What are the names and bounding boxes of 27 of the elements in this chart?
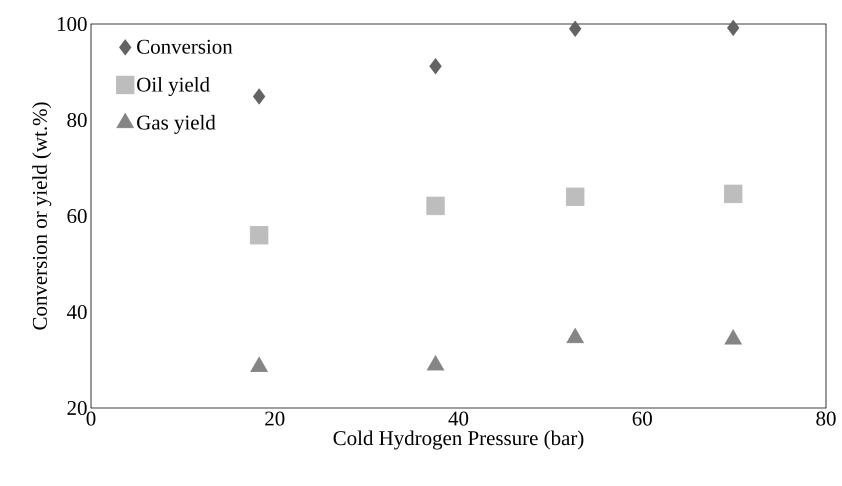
point [568, 20, 582, 37]
y-axis-title: Conversion or yield (wt.%) [32, 102, 52, 330]
point [724, 329, 742, 345]
y-tick-label: 60 [67, 208, 87, 224]
x-tick-label: 40 [448, 412, 468, 426]
legend-label: Gas yield [137, 114, 216, 134]
point [426, 355, 444, 370]
point [429, 58, 442, 74]
point [250, 356, 268, 372]
point [426, 196, 445, 216]
x-tick-label: 0 [86, 412, 96, 426]
legend-label: Oil yield [137, 76, 210, 96]
point [250, 226, 268, 244]
x-axis-title: Cold Hydrogen Pressure (bar) [334, 430, 584, 450]
x-tick-label: 80 [816, 412, 836, 426]
point [252, 88, 266, 105]
y-tick-label: 80 [67, 112, 87, 128]
y-tick-label: 100 [58, 16, 87, 32]
point [724, 184, 742, 204]
point [566, 328, 584, 344]
point [566, 188, 584, 206]
point [727, 20, 740, 36]
legend-label: Conversion [137, 40, 232, 54]
x-tick-label: 60 [632, 412, 652, 426]
y-tick-label: 20 [67, 400, 87, 416]
x-tick-label: 20 [265, 412, 284, 426]
y-tick-label: 40 [66, 304, 87, 320]
